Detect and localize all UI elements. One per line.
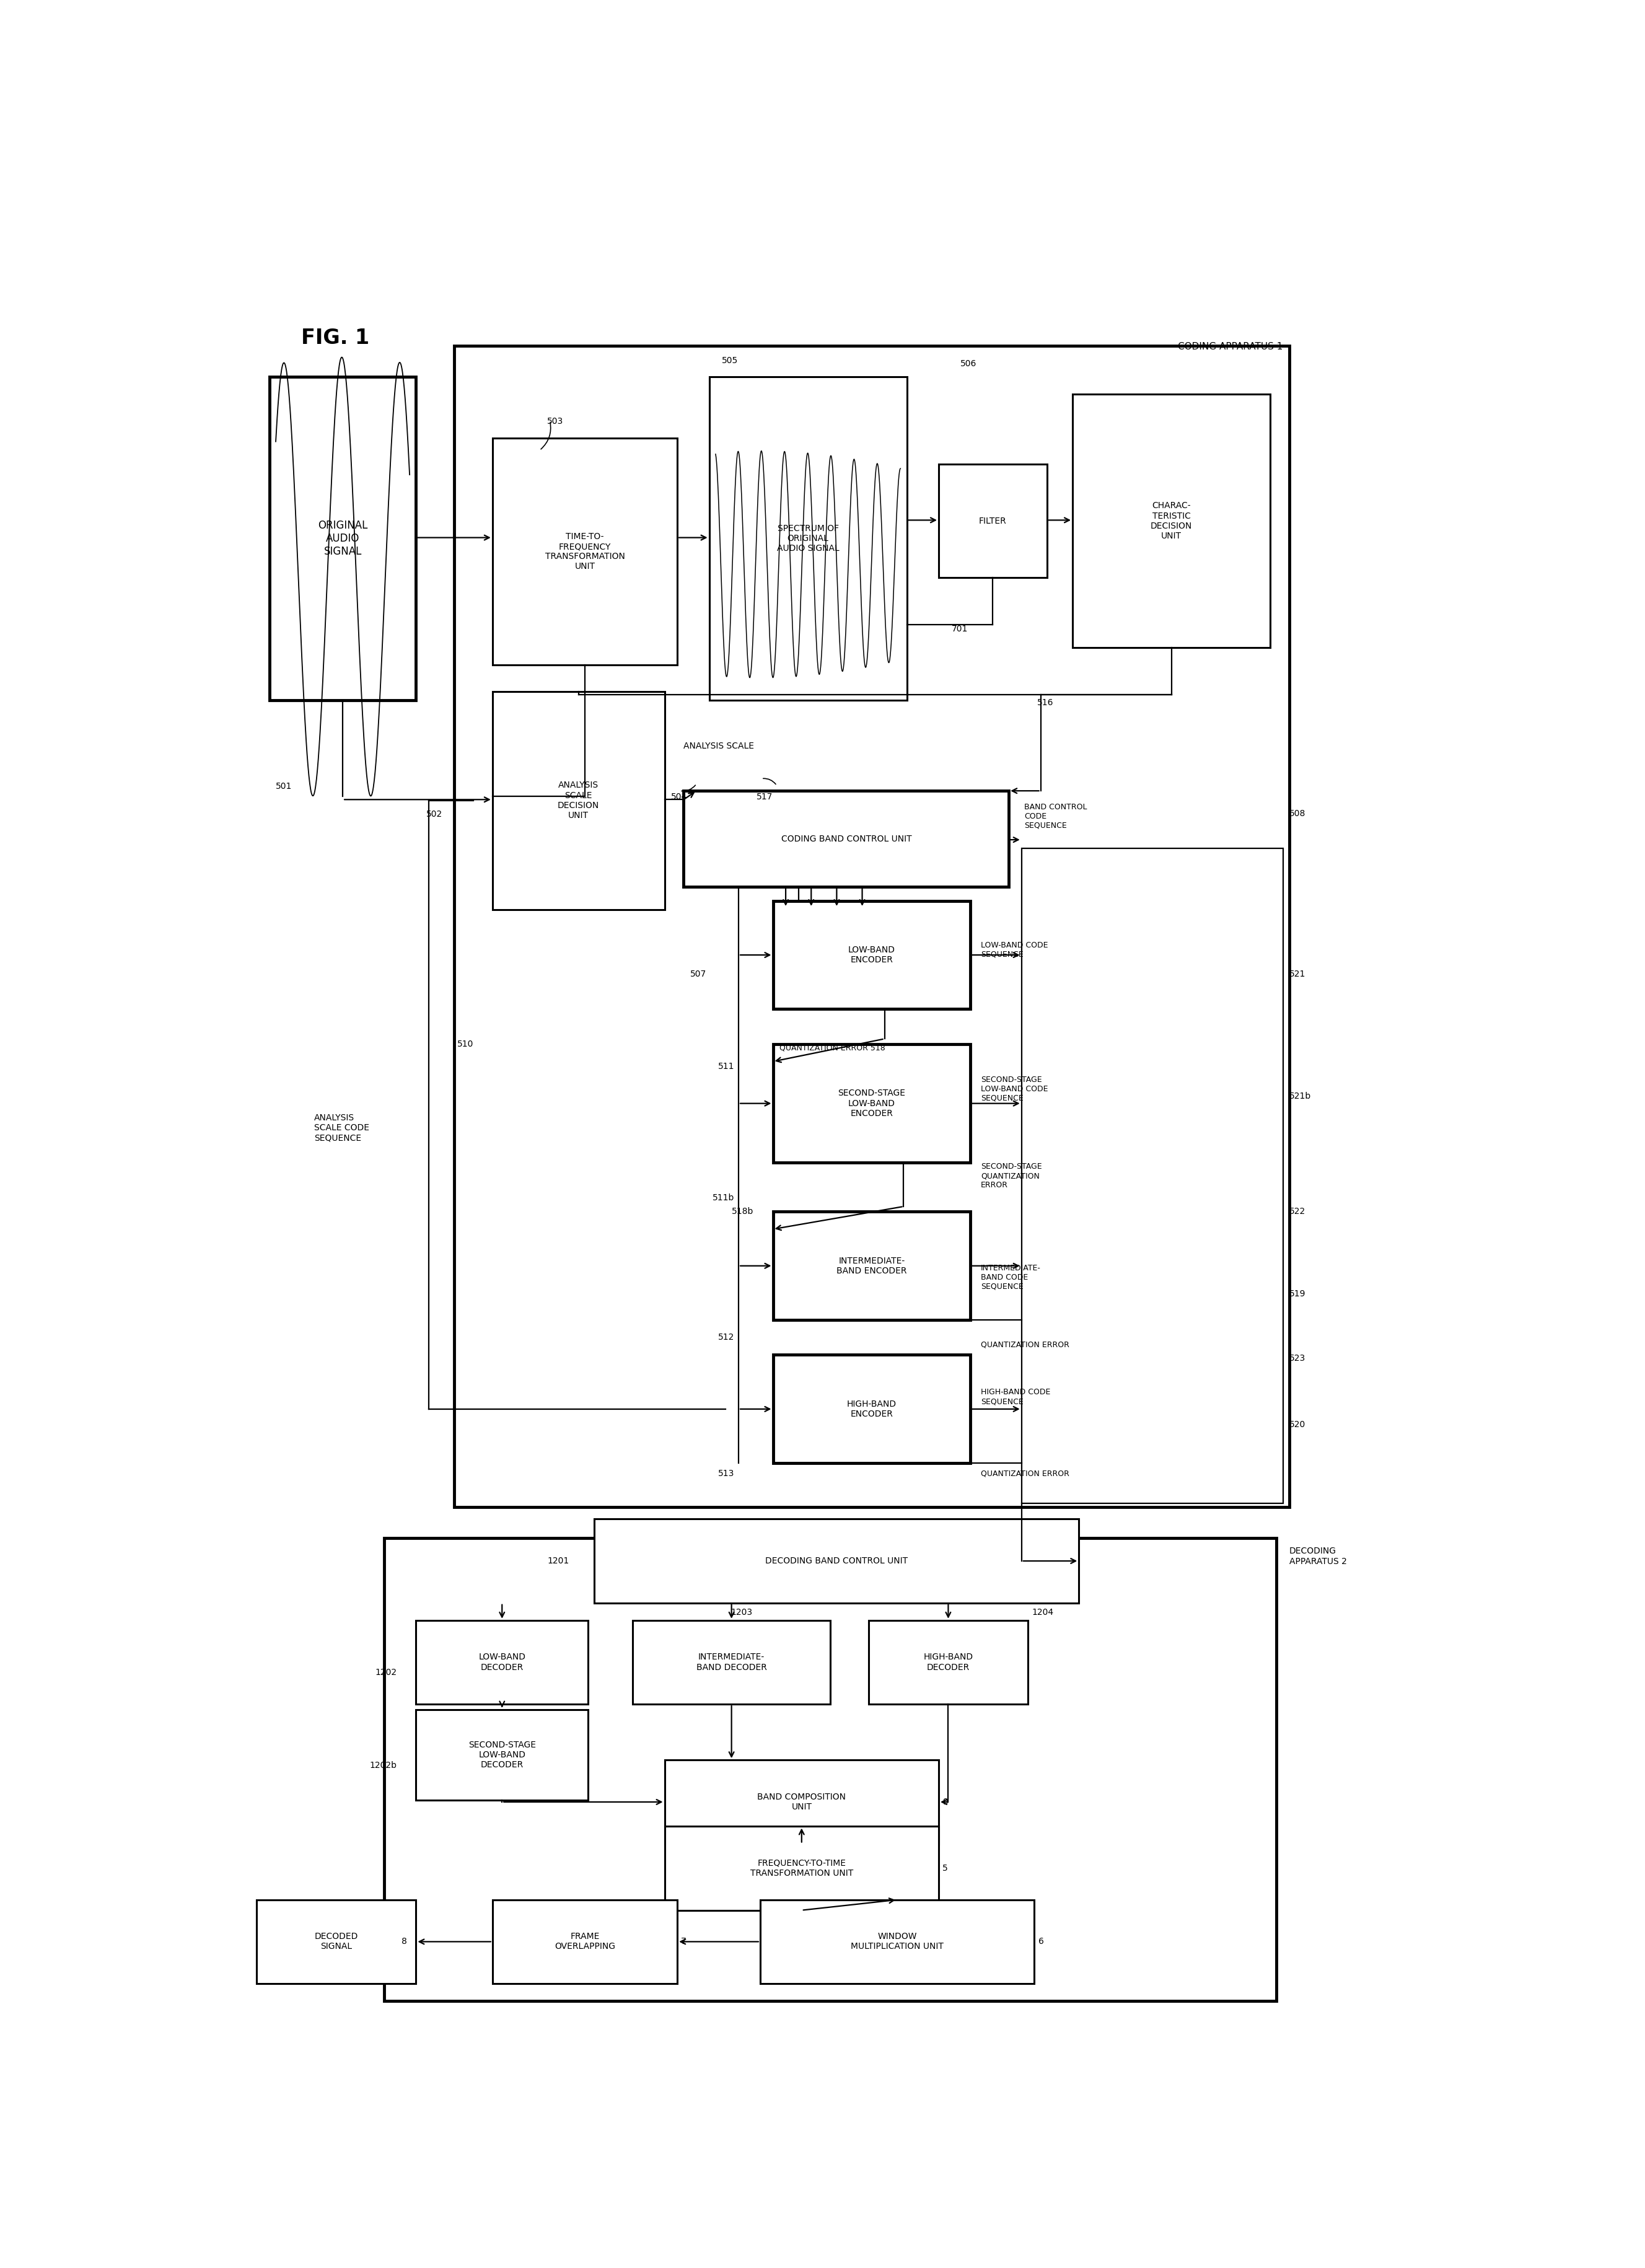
Text: BAND COMPOSITION
UNIT: BAND COMPOSITION UNIT — [757, 1792, 846, 1812]
Text: INTERMEDIATE-
BAND CODE
SEQUENCE: INTERMEDIATE- BAND CODE SEQUENCE — [980, 1263, 1041, 1290]
Bar — [385, 1538, 1277, 2000]
Text: 1202b: 1202b — [370, 1760, 396, 1769]
Text: 7: 7 — [681, 1937, 686, 1946]
Bar — [492, 692, 665, 909]
Text: 503: 503 — [548, 417, 564, 426]
Bar — [416, 1710, 589, 1801]
Text: WINDOW
MULTIPLICATION UNIT: WINDOW MULTIPLICATION UNIT — [850, 1932, 944, 1950]
Text: 512: 512 — [719, 1334, 735, 1343]
Text: HIGH-BAND
DECODER: HIGH-BAND DECODER — [923, 1653, 974, 1672]
Text: DECODING
APPARATUS 2: DECODING APPARATUS 2 — [1290, 1547, 1347, 1565]
Text: ANALYSIS
SCALE CODE
SEQUENCE: ANALYSIS SCALE CODE SEQUENCE — [314, 1114, 368, 1143]
Bar — [633, 1619, 831, 1703]
Text: 521: 521 — [1290, 971, 1306, 978]
Text: 1203: 1203 — [730, 1608, 753, 1617]
Text: 1204: 1204 — [1031, 1608, 1053, 1617]
Bar — [773, 1043, 971, 1163]
Bar — [1022, 848, 1283, 1504]
Bar — [492, 438, 678, 665]
Text: 508: 508 — [1290, 810, 1306, 819]
Text: 513: 513 — [719, 1470, 735, 1479]
Text: 1202: 1202 — [375, 1669, 396, 1676]
Bar — [1073, 395, 1270, 649]
Text: LOW-BAND
ENCODER: LOW-BAND ENCODER — [849, 946, 895, 964]
Text: INTERMEDIATE-
BAND DECODER: INTERMEDIATE- BAND DECODER — [696, 1653, 767, 1672]
Text: 504: 504 — [671, 792, 688, 801]
Text: FILTER: FILTER — [979, 517, 1007, 526]
Text: QUANTIZATION ERROR: QUANTIZATION ERROR — [980, 1470, 1069, 1479]
Text: SECOND-STAGE
LOW-BAND
DECODER: SECOND-STAGE LOW-BAND DECODER — [469, 1740, 536, 1769]
Bar — [773, 1354, 971, 1463]
Text: FRAME
OVERLAPPING: FRAME OVERLAPPING — [554, 1932, 615, 1950]
Bar — [257, 1901, 416, 1984]
Text: 517: 517 — [757, 792, 773, 801]
Text: 523: 523 — [1290, 1354, 1306, 1363]
Text: CODING APPARATUS 1: CODING APPARATUS 1 — [1178, 342, 1283, 352]
Bar — [665, 1826, 939, 1910]
Text: 1201: 1201 — [548, 1556, 569, 1565]
Text: HIGH-BAND CODE
SEQUENCE: HIGH-BAND CODE SEQUENCE — [980, 1388, 1051, 1406]
Text: 522: 522 — [1290, 1207, 1306, 1216]
Bar — [869, 1619, 1028, 1703]
Text: QUANTIZATION ERROR 518: QUANTIZATION ERROR 518 — [780, 1043, 885, 1052]
Text: 519: 519 — [1290, 1290, 1306, 1297]
Bar — [939, 465, 1046, 578]
Text: DECODED
SIGNAL: DECODED SIGNAL — [314, 1932, 359, 1950]
Text: 511b: 511b — [712, 1193, 735, 1202]
Text: FREQUENCY-TO-TIME
TRANSFORMATION UNIT: FREQUENCY-TO-TIME TRANSFORMATION UNIT — [750, 1860, 854, 1878]
Text: 507: 507 — [691, 971, 707, 978]
Text: LOW-BAND
DECODER: LOW-BAND DECODER — [479, 1653, 526, 1672]
Text: 6: 6 — [1038, 1937, 1043, 1946]
Text: DECODING BAND CONTROL UNIT: DECODING BAND CONTROL UNIT — [765, 1556, 908, 1565]
Text: QUANTIZATION ERROR: QUANTIZATION ERROR — [980, 1340, 1069, 1349]
Text: 701: 701 — [951, 626, 967, 633]
Text: 518b: 518b — [732, 1207, 753, 1216]
Text: 510: 510 — [457, 1039, 474, 1048]
Text: 521b: 521b — [1290, 1093, 1311, 1100]
Text: 505: 505 — [722, 356, 739, 365]
Bar — [773, 900, 971, 1009]
Text: BAND CONTROL
CODE
SEQUENCE: BAND CONTROL CODE SEQUENCE — [1025, 803, 1087, 830]
Text: SECOND-STAGE
LOW-BAND CODE
SEQUENCE: SECOND-STAGE LOW-BAND CODE SEQUENCE — [980, 1075, 1048, 1102]
Bar — [594, 1520, 1079, 1603]
Bar — [709, 376, 906, 701]
Bar — [492, 1901, 678, 1984]
Text: 8: 8 — [401, 1937, 406, 1946]
Text: 501: 501 — [276, 782, 293, 792]
Text: ANALYSIS
SCALE
DECISION
UNIT: ANALYSIS SCALE DECISION UNIT — [558, 780, 599, 819]
Text: 502: 502 — [426, 810, 443, 819]
Text: CODING BAND CONTROL UNIT: CODING BAND CONTROL UNIT — [781, 835, 911, 844]
Text: CHARAC-
TERISTIC
DECISION
UNIT: CHARAC- TERISTIC DECISION UNIT — [1150, 501, 1193, 540]
Text: 520: 520 — [1290, 1420, 1306, 1429]
Text: LOW-BAND CODE
SEQUENCE: LOW-BAND CODE SEQUENCE — [980, 941, 1048, 959]
Bar — [416, 1619, 589, 1703]
Text: ANALYSIS SCALE: ANALYSIS SCALE — [684, 742, 755, 751]
Bar — [270, 376, 416, 701]
Text: HIGH-BAND
ENCODER: HIGH-BAND ENCODER — [847, 1399, 897, 1418]
Bar — [684, 792, 1008, 887]
Text: SECOND-STAGE
QUANTIZATION
ERROR: SECOND-STAGE QUANTIZATION ERROR — [980, 1163, 1041, 1188]
Text: ORIGINAL
AUDIO
SIGNAL: ORIGINAL AUDIO SIGNAL — [317, 519, 367, 558]
Bar — [665, 1760, 939, 1844]
Text: FIG. 1: FIG. 1 — [301, 329, 370, 349]
Bar — [760, 1901, 1035, 1984]
Text: INTERMEDIATE-
BAND ENCODER: INTERMEDIATE- BAND ENCODER — [837, 1256, 906, 1275]
Text: SPECTRUM OF
ORIGINAL
AUDIO SIGNAL: SPECTRUM OF ORIGINAL AUDIO SIGNAL — [776, 524, 839, 553]
Text: SECOND-STAGE
LOW-BAND
ENCODER: SECOND-STAGE LOW-BAND ENCODER — [837, 1089, 905, 1118]
Text: TIME-TO-
FREQUENCY
TRANSFORMATION
UNIT: TIME-TO- FREQUENCY TRANSFORMATION UNIT — [544, 533, 625, 572]
Bar — [773, 1211, 971, 1320]
Text: 506: 506 — [961, 361, 977, 367]
Text: 5: 5 — [943, 1864, 948, 1873]
Text: 511: 511 — [719, 1061, 735, 1070]
Text: 9: 9 — [943, 1799, 948, 1805]
Bar — [454, 345, 1290, 1506]
Text: 516: 516 — [1036, 699, 1053, 708]
